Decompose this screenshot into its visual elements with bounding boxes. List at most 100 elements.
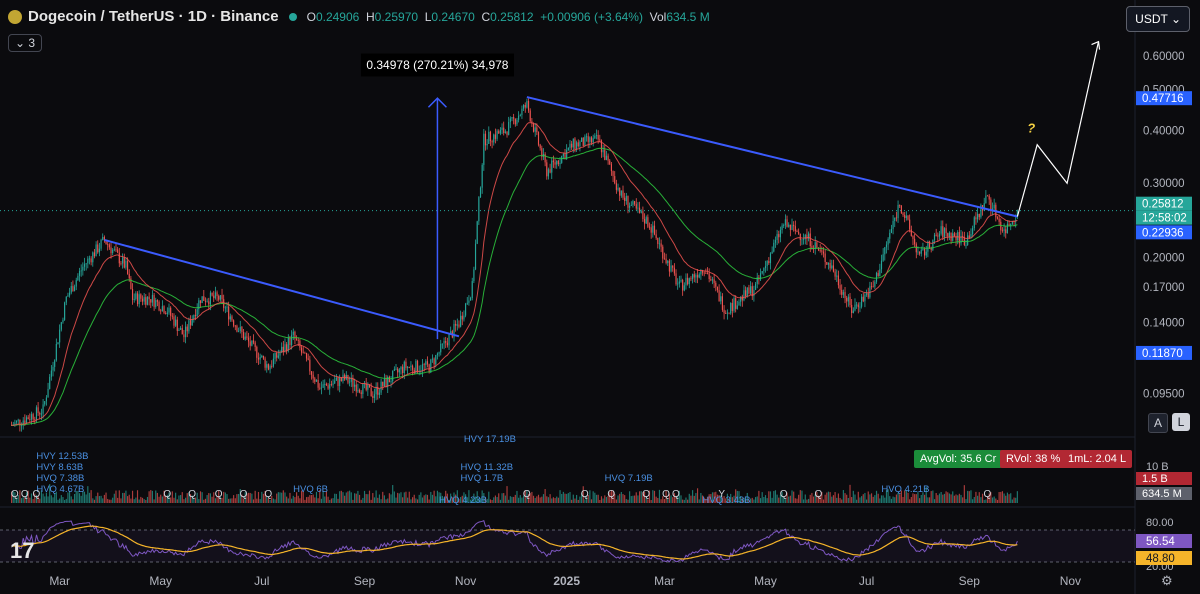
candle-body <box>228 306 230 320</box>
time-tick-label: Nov <box>1060 574 1081 588</box>
volume-bar <box>759 498 762 503</box>
volume-bar <box>140 496 142 503</box>
volume-bar <box>716 494 719 503</box>
volume-bar <box>950 494 952 503</box>
indicators-toggle-button[interactable]: ⌄ 3 <box>8 34 43 52</box>
volume-bar <box>615 499 617 503</box>
candle-body <box>378 392 381 395</box>
volume-bar <box>625 499 627 503</box>
volume-bar <box>723 496 725 503</box>
rvol-badge: RVol: 38 % <box>1000 450 1067 468</box>
candle-body <box>377 386 379 395</box>
candle-body <box>902 213 904 215</box>
candle-body <box>847 296 849 302</box>
volume-bar <box>915 494 917 503</box>
volume-bar <box>375 490 377 503</box>
volume-bar <box>965 499 967 503</box>
candle-body <box>450 331 452 335</box>
candle-body <box>910 229 912 236</box>
candle-body <box>955 236 957 241</box>
volume-bar <box>968 491 970 503</box>
volume-bar <box>277 492 279 503</box>
volume-bar <box>619 493 621 503</box>
volume-bar <box>32 499 34 503</box>
volume-bar <box>730 493 732 503</box>
volume-bar <box>193 497 195 503</box>
candle-body <box>78 271 81 276</box>
candle-body <box>329 384 331 389</box>
volume-bar <box>902 497 904 503</box>
symbol-title[interactable]: Dogecoin / TetherUS · 1D · Binance <box>28 8 279 25</box>
volume-bar <box>542 494 545 503</box>
volume-bar <box>73 493 76 503</box>
volume-bar <box>115 490 117 503</box>
volume-bar <box>380 499 382 503</box>
volume-bar <box>120 498 122 503</box>
volume-bar <box>300 490 303 503</box>
candle-body <box>173 316 175 326</box>
candle-body <box>667 260 669 264</box>
volume-bar <box>407 497 409 503</box>
candle-body <box>884 247 886 255</box>
moving-average-line <box>11 147 1018 426</box>
volume-bar <box>576 494 578 503</box>
candle-body <box>415 360 417 374</box>
candle-body <box>774 240 777 243</box>
volume-bar <box>340 490 342 503</box>
volume-bar <box>720 495 722 503</box>
volume-marker: Q <box>32 489 40 500</box>
volume-bar <box>733 495 735 503</box>
volume-bar <box>411 497 414 503</box>
candle-body <box>168 307 170 313</box>
candle-body <box>184 326 187 338</box>
volume-bar <box>552 497 554 503</box>
candle-body <box>532 123 535 132</box>
candle-body <box>287 337 289 351</box>
volume-bar <box>506 486 508 503</box>
log-scale-button[interactable]: L <box>1172 413 1190 431</box>
settings-gear-icon[interactable]: ⚙ <box>1161 573 1173 588</box>
volume-bar <box>519 495 521 503</box>
volume-bar <box>52 497 54 503</box>
candle-body <box>75 280 77 287</box>
volume-annotation: HVQ 4.67B <box>36 484 84 495</box>
volume-bar <box>554 498 556 503</box>
candle-body <box>735 298 737 309</box>
volume-bar <box>287 498 289 503</box>
candle-body <box>816 242 818 248</box>
candle-body <box>788 224 790 227</box>
volume-bar <box>214 498 216 503</box>
candle-body <box>62 319 64 323</box>
volume-bar <box>332 498 334 503</box>
candle-body <box>474 243 477 270</box>
candle-body <box>334 380 336 384</box>
candle-body <box>595 135 598 136</box>
candle-body <box>319 387 321 389</box>
candle-body <box>841 289 843 295</box>
candle-body <box>620 190 622 196</box>
candle-body <box>175 319 177 326</box>
volume-bar <box>254 490 256 503</box>
low-value: 0.24670 <box>431 9 475 24</box>
candle-body <box>254 342 256 347</box>
candle-body <box>832 265 835 272</box>
volume-bar <box>657 498 659 503</box>
volume-bar <box>741 498 743 503</box>
auto-scale-button[interactable]: A <box>1148 413 1168 433</box>
candle-body <box>436 353 439 355</box>
volume-bar <box>808 498 810 503</box>
candle-body <box>576 142 578 150</box>
volume-bar <box>865 499 868 503</box>
volume-bar <box>788 496 790 503</box>
candle-body <box>416 360 419 372</box>
volume-bar <box>562 491 564 503</box>
price-label-box <box>1136 196 1192 211</box>
currency-button[interactable]: USDT ⌄ <box>1126 6 1190 32</box>
candle-body <box>350 377 352 382</box>
candle-body <box>332 383 334 385</box>
candle-body <box>819 250 821 252</box>
candle-body <box>380 381 382 393</box>
candle-body <box>978 213 980 218</box>
candle-body <box>682 280 684 291</box>
